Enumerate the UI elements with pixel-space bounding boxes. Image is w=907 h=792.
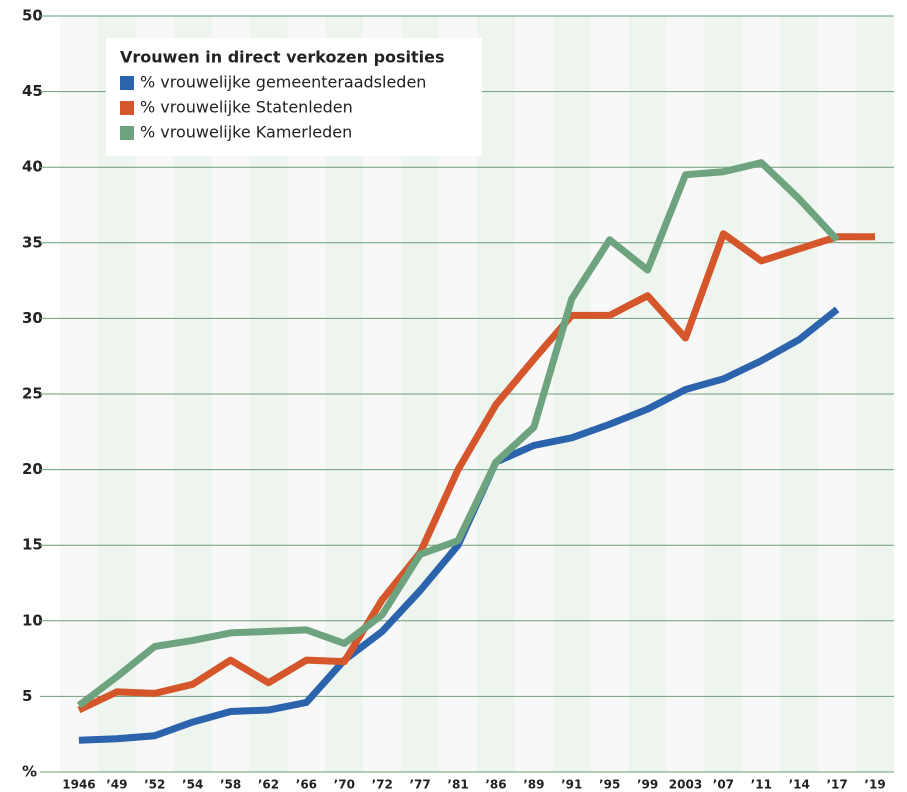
series-line (76, 159, 840, 709)
x-tick-label: ’66 (296, 778, 317, 792)
legend-title: Vrouwen in direct verkozen posities (120, 48, 445, 67)
legend-box (106, 38, 482, 156)
x-tick-label: 2003 (669, 778, 702, 792)
y-tick-label: 45 (22, 82, 43, 100)
x-tick-label: ’99 (637, 778, 658, 792)
legend-label: % vrouwelijke gemeenteraadsleden (140, 73, 426, 92)
x-tick-label: 1946 (62, 778, 95, 792)
x-tick-label: ’11 (751, 778, 772, 792)
x-tick-label: ’72 (372, 778, 393, 792)
x-tick-label: ’70 (334, 778, 355, 792)
legend-label: % vrouwelijke Statenleden (140, 98, 353, 117)
y-tick-label: 15 (22, 536, 43, 554)
legend-label: % vrouwelijke Kamerleden (140, 123, 352, 142)
x-tick-label: ’14 (789, 778, 810, 792)
x-tick-label: ’91 (561, 778, 582, 792)
x-tick-label: ’19 (864, 778, 885, 792)
y-tick-label: 35 (22, 233, 43, 251)
y-tick-label: 5 (22, 687, 32, 705)
x-tick-label: ’89 (523, 778, 544, 792)
legend-swatch (120, 76, 134, 90)
x-tick-label: ’86 (485, 778, 506, 792)
legend-swatch (120, 126, 134, 140)
x-tick-label: ’54 (182, 778, 203, 792)
x-tick-label: ’81 (447, 778, 468, 792)
x-tick-label: ’95 (599, 778, 620, 792)
x-tick-label: ’07 (713, 778, 734, 792)
x-tick-label: ’49 (106, 778, 127, 792)
y-tick-label: 50 (22, 7, 43, 25)
y-tick-label: % (22, 763, 37, 781)
x-tick-label: ’77 (410, 778, 431, 792)
series-line (77, 230, 876, 714)
legend-swatch (120, 101, 134, 115)
x-tick-label: ’62 (258, 778, 279, 792)
x-tick-label: ’58 (220, 778, 241, 792)
y-tick-label: 20 (22, 460, 43, 478)
series-line (78, 306, 840, 744)
y-tick-label: 25 (22, 385, 43, 403)
y-tick-label: 30 (22, 309, 43, 327)
y-tick-label: 10 (22, 611, 43, 629)
x-tick-label: ’17 (827, 778, 848, 792)
x-tick-label: ’52 (144, 778, 165, 792)
y-tick-label: 40 (22, 158, 43, 176)
